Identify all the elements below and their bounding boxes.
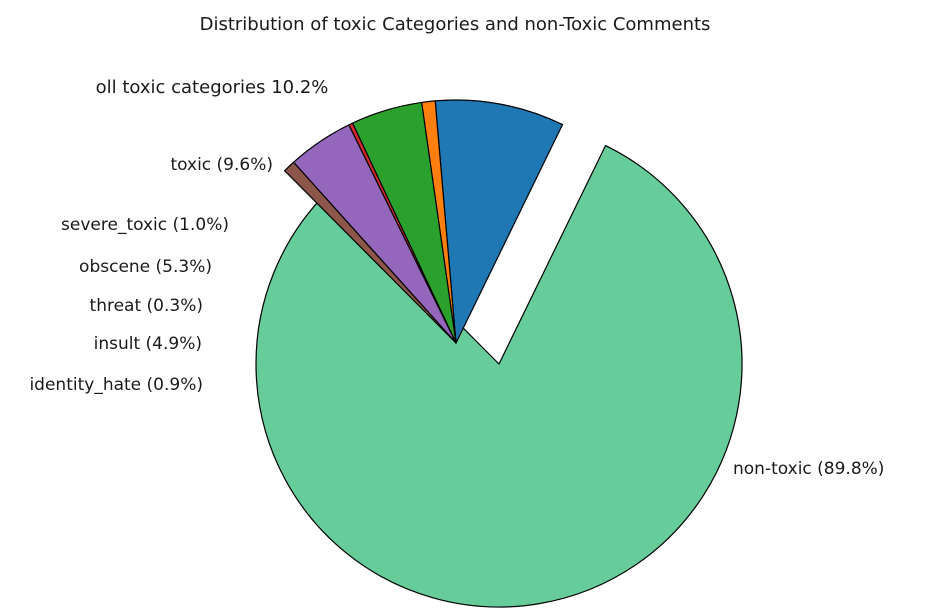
label-toxic: toxic (9.6%): [170, 155, 273, 175]
slice-labels: non-toxic (89.8%) toxic (9.6%) severe_toxi…: [29, 155, 884, 479]
slice-identity-hate: [284, 161, 457, 344]
label-non-toxic: non-toxic (89.8%): [733, 459, 884, 479]
chart-title: Distribution of toxic Categories and non…: [200, 14, 711, 35]
label-severe-toxic: severe_toxic (1.0%): [61, 215, 229, 235]
label-identity-hate: identity_hate (0.9%): [29, 375, 203, 395]
label-obscene: obscene (5.3%): [79, 257, 212, 277]
pie-slices: [255, 99, 743, 608]
toxic-group-label: oll toxic categories 10.2%: [96, 77, 329, 98]
label-threat: threat (0.3%): [90, 296, 203, 316]
slice-toxic: [434, 99, 564, 344]
label-insult: insult (4.9%): [94, 334, 202, 354]
